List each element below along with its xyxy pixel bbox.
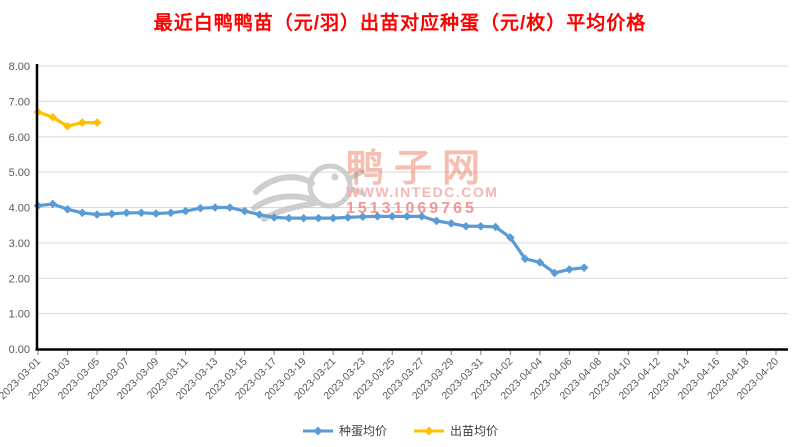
data-point-diamond <box>373 212 382 221</box>
data-point-diamond <box>520 254 530 264</box>
line-diamond-marker-icon <box>414 426 444 435</box>
y-tick-label: 5.00 <box>9 167 30 179</box>
gridlines <box>38 65 788 315</box>
legend-label: 种蛋均价 <box>338 424 387 438</box>
legend-label: 出苗均价 <box>450 424 499 438</box>
data-point-diamond <box>550 268 559 278</box>
watermark-phone: 15131069765 <box>346 200 477 217</box>
data-point-diamond <box>240 206 249 216</box>
data-point-diamond <box>63 121 72 131</box>
axis-tick-labels: 0.001.002.003.004.005.006.007.008.002023… <box>0 61 781 402</box>
data-point-diamond <box>314 213 323 223</box>
y-tick-label: 2.00 <box>9 273 30 285</box>
y-tick-label: 3.00 <box>9 238 30 250</box>
data-point-diamond <box>402 212 412 221</box>
chart-legend: 种蛋均价 出苗均价 <box>0 422 800 439</box>
data-point-diamond <box>284 213 294 223</box>
data-point-diamond <box>476 221 486 231</box>
data-point-diamond <box>461 221 471 231</box>
data-point-diamond <box>358 212 368 221</box>
y-tick-label: 6.00 <box>9 132 30 144</box>
watermark-url: WWW.INTEDC.COM <box>346 184 498 200</box>
legend-item-duckling-price: 出苗均价 <box>413 422 498 439</box>
data-point-diamond <box>299 213 308 223</box>
series-0 <box>33 199 589 278</box>
data-point-diamond <box>196 203 205 213</box>
data-point-diamond <box>387 212 397 221</box>
data-point-diamond <box>432 216 441 226</box>
data-point-diamond <box>255 210 264 219</box>
y-tick-label: 4.00 <box>9 203 30 215</box>
data-point-diamond <box>417 212 427 221</box>
watermark-site-name: 鸭子网 <box>346 148 490 190</box>
data-point-diamond <box>63 204 72 214</box>
data-point-diamond <box>579 263 589 272</box>
data-point-diamond <box>107 209 117 219</box>
data-point-diamond <box>122 208 131 218</box>
data-point-diamond <box>166 208 176 218</box>
data-point-diamond <box>137 208 146 218</box>
data-series <box>33 107 589 278</box>
data-point-diamond <box>446 219 456 228</box>
legend-item-egg-price: 种蛋均价 <box>302 422 387 439</box>
data-point-diamond <box>506 233 515 242</box>
data-point-diamond <box>92 118 102 127</box>
data-point-diamond <box>181 206 190 216</box>
data-point-diamond <box>48 112 58 122</box>
y-tick-label: 7.00 <box>9 96 30 108</box>
series-1 <box>33 107 102 131</box>
data-point-diamond <box>491 222 500 232</box>
data-point-diamond <box>343 213 353 222</box>
data-point-diamond <box>269 213 279 222</box>
data-point-diamond <box>48 199 58 209</box>
data-point-diamond <box>77 208 87 218</box>
data-point-diamond <box>210 203 220 212</box>
line-diamond-marker-icon <box>302 426 333 435</box>
axes <box>35 64 788 355</box>
chart-title: 最近白鸭鸭苗（元/羽）出苗对应种蛋（元/枚）平均价格 <box>153 13 647 34</box>
data-point-diamond <box>77 118 87 127</box>
watermark: 鸭子网 WWW.INTEDC.COM 15131069765 <box>251 148 498 222</box>
y-tick-label: 1.00 <box>9 309 30 321</box>
duck-logo-icon <box>251 163 365 222</box>
data-point-diamond <box>92 210 102 219</box>
data-point-diamond <box>535 258 545 267</box>
y-tick-label: 8.00 <box>9 61 30 73</box>
y-tick-label: 0.00 <box>9 344 30 356</box>
data-point-diamond <box>225 203 235 212</box>
data-point-diamond <box>565 265 574 274</box>
data-point-diamond <box>328 213 338 223</box>
data-point-diamond <box>151 209 161 218</box>
